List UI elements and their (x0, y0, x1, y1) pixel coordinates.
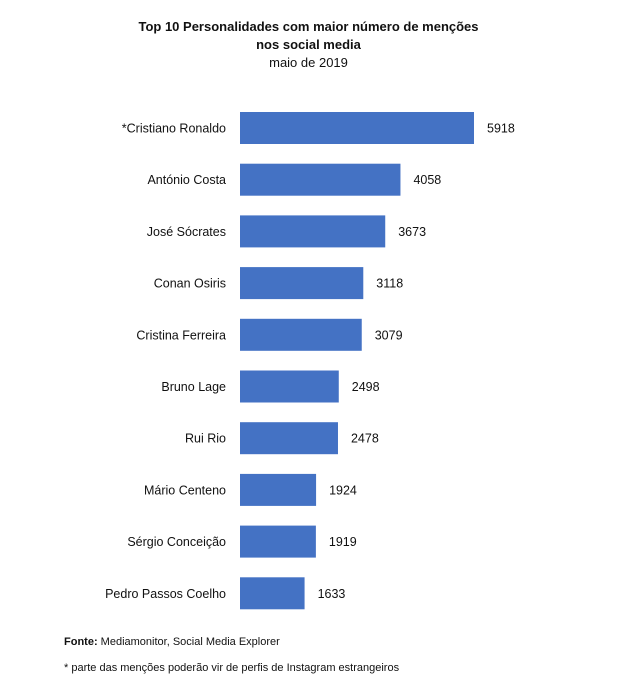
bar (240, 215, 386, 248)
chart-title-line-2: nos social media (256, 37, 361, 52)
category-label: Mário Centeno (144, 483, 226, 497)
bar (240, 267, 364, 300)
source-footer: Fonte: Mediamonitor, Social Media Explor… (64, 636, 280, 648)
bar (240, 473, 317, 506)
data-label: 3673 (398, 225, 426, 239)
bar-chart: *Cristiano Ronaldo 5918 António Costa 4058 J… (105, 112, 515, 610)
data-label: 1919 (329, 535, 357, 549)
footnote: * parte das menções poderão vir de perfi… (64, 662, 400, 674)
bar (240, 163, 401, 196)
data-label: 5918 (487, 122, 515, 136)
data-label: 3079 (375, 328, 403, 342)
data-label: 1924 (329, 483, 357, 497)
data-label: 2478 (351, 432, 379, 446)
category-label: Sérgio Conceição (127, 535, 226, 549)
bar (240, 577, 305, 610)
source-text: Mediamonitor, Social Media Explorer (100, 636, 280, 648)
category-label: *Cristiano Ronaldo (122, 122, 226, 136)
bar (240, 422, 338, 455)
category-label: Rui Rio (185, 432, 226, 446)
data-label: 4058 (413, 173, 441, 187)
bar (240, 112, 474, 144)
bar (240, 370, 339, 403)
category-label: José Sócrates (147, 225, 226, 239)
data-label: 3118 (376, 277, 403, 291)
bar (240, 318, 362, 351)
data-label: 1633 (318, 587, 346, 601)
data-label: 2498 (352, 380, 380, 394)
category-label: Cristina Ferreira (136, 328, 226, 342)
chart-title-line-1: Top 10 Personalidades com maior número d… (138, 19, 479, 34)
source-label: Fonte: (64, 636, 98, 648)
category-label: Pedro Passos Coelho (105, 587, 226, 601)
chart-title-block: Top 10 Personalidades com maior número d… (0, 18, 617, 72)
category-label: Bruno Lage (161, 380, 226, 394)
chart-subtitle: maio de 2019 (269, 55, 348, 70)
category-label: Conan Osiris (154, 277, 226, 291)
category-label: António Costa (147, 173, 226, 187)
bar (240, 525, 316, 558)
